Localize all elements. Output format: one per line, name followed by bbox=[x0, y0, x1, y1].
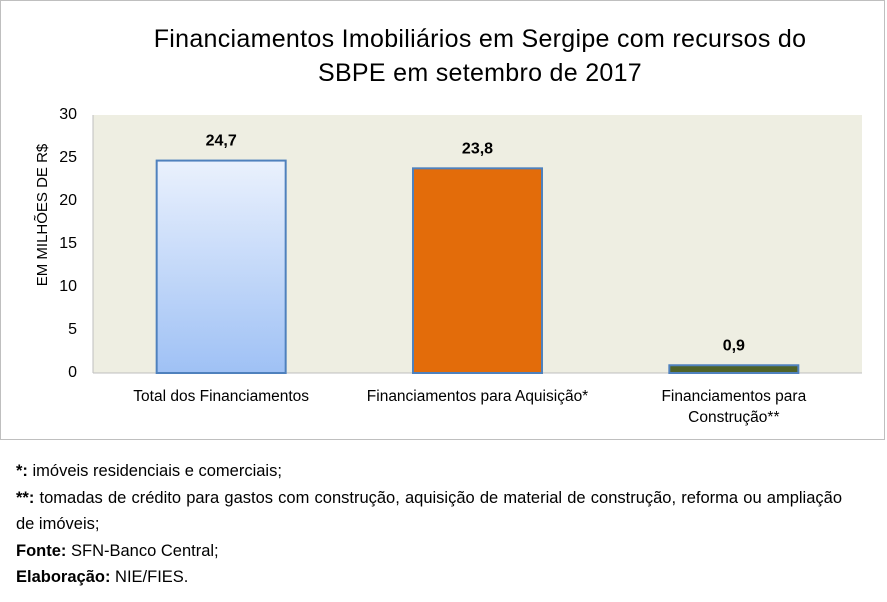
chart-title: Financiamentos Imobiliários em Sergipe c… bbox=[100, 22, 860, 90]
data-label: 24,7 bbox=[206, 133, 237, 150]
chart-title-line1: Financiamentos Imobiliários em Sergipe c… bbox=[153, 25, 807, 53]
bar bbox=[155, 159, 287, 374]
category-label: Construção** bbox=[688, 409, 779, 426]
data-label: 23,8 bbox=[462, 140, 493, 157]
note-1-text: imóveis residenciais e comerciais; bbox=[27, 462, 282, 480]
data-label: 0,9 bbox=[723, 337, 745, 354]
footnotes: *: imóveis residenciais e comerciais; **… bbox=[16, 458, 842, 591]
elaboration-note: Elaboração: NIE/FIES. bbox=[16, 564, 842, 591]
y-tick-label: 25 bbox=[59, 149, 77, 166]
y-tick-label: 5 bbox=[68, 321, 77, 338]
value-labels: 24,7 23,8 0,9 bbox=[206, 133, 745, 355]
category-label: Financiamentos para Aquisição* bbox=[367, 388, 588, 405]
chart-title-line2: SBPE em setembro de 2017 bbox=[317, 59, 643, 87]
y-tick-label: 15 bbox=[59, 235, 77, 252]
source-note: Fonte: SFN-Banco Central; bbox=[16, 538, 842, 565]
bar bbox=[668, 364, 800, 375]
note-2: **: tomadas de crédito para gastos com c… bbox=[16, 485, 842, 538]
elaboration-key: Elaboração: bbox=[16, 568, 111, 586]
source-key: Fonte: bbox=[16, 541, 67, 560]
category-label: Financiamentos para bbox=[661, 388, 806, 405]
category-labels: Total dos Financiamentos Financiamentos p… bbox=[133, 388, 806, 426]
source-text: SFN-Banco Central; bbox=[66, 541, 219, 560]
bar bbox=[412, 167, 543, 374]
y-tick-label: 20 bbox=[59, 192, 77, 209]
y-tick-label: 0 bbox=[68, 364, 77, 381]
elaboration-text: NIE/FIES. bbox=[110, 568, 189, 586]
bars bbox=[155, 159, 800, 375]
note-2-text: tomadas de crédito para gastos com const… bbox=[16, 488, 842, 534]
note-2-key: **: bbox=[16, 488, 35, 507]
category-label: Total dos Financiamentos bbox=[133, 388, 309, 405]
y-axis-label: EM MILHÕES DE R$ bbox=[34, 143, 51, 286]
y-ticks: 0 5 10 15 20 25 30 bbox=[59, 106, 77, 381]
note-1-key: *: bbox=[16, 462, 28, 480]
bar-chart: 0 5 10 15 20 25 30 24,7 23,8 0,9 Total dos Finan… bbox=[34, 106, 862, 426]
note-1: *: imóveis residenciais e comerciais; bbox=[16, 458, 842, 485]
y-tick-label: 10 bbox=[59, 278, 77, 295]
y-tick-label: 30 bbox=[59, 106, 77, 123]
